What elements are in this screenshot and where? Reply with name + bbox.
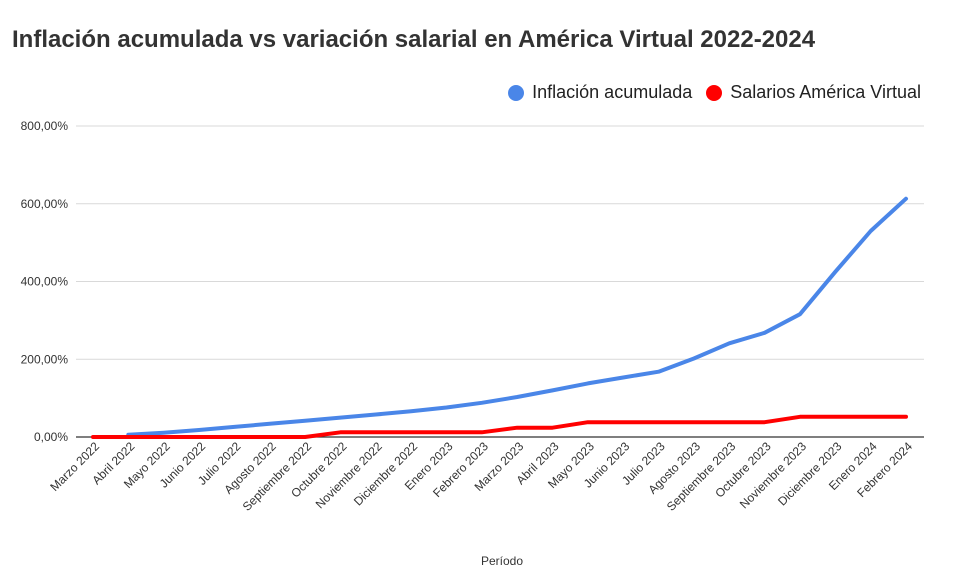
data-point-inflacion [905,198,907,200]
data-point-salarios [410,431,412,433]
data-point-salarios [127,436,129,438]
data-point-salarios [163,436,165,438]
data-point-inflacion [834,271,836,273]
data-point-inflacion [410,410,412,412]
legend: Inflación acumulada Salarios América Vir… [508,82,921,103]
series-line-inflacion [126,196,908,437]
data-point-inflacion [728,342,730,344]
data-point-inflacion [693,358,695,359]
data-point-inflacion [446,407,447,408]
data-point-salarios [693,421,695,423]
data-point-salarios [905,416,907,418]
data-point-inflacion [587,382,589,384]
data-point-inflacion [799,313,801,315]
legend-item-salarios[interactable]: Salarios América Virtual [706,82,921,103]
data-point-inflacion [658,371,660,373]
data-point-salarios [622,421,624,423]
y-tick-label: 200,00% [21,352,69,366]
data-point-inflacion [339,417,341,419]
data-point-inflacion [516,396,518,398]
data-point-inflacion [163,432,165,434]
legend-label-salarios: Salarios América Virtual [730,82,921,102]
series-line-salarios [91,414,908,439]
data-point-salarios [339,431,341,433]
data-point-salarios [198,436,200,438]
data-point-salarios [516,427,518,429]
data-point-salarios [446,431,447,433]
legend-marker-inflacion [508,84,525,101]
data-point-inflacion [375,414,377,415]
data-point-inflacion [622,377,624,378]
data-point-inflacion [269,423,271,425]
data-point-inflacion [481,402,483,404]
data-point-inflacion [764,332,766,334]
y-tick-label: 800,00% [21,119,69,133]
data-point-salarios [764,421,766,423]
x-axis-title: Período [481,554,523,568]
data-point-inflacion [233,426,235,428]
data-point-salarios [304,436,306,438]
data-point-inflacion [304,420,306,422]
data-point-inflacion [552,389,553,391]
data-point-salarios [269,436,271,438]
x-tick-label: Marzo 2022 [47,439,102,494]
y-tick-label: 600,00% [21,197,69,211]
data-point-salarios [92,436,94,438]
data-point-salarios [834,416,836,418]
legend-marker-salarios [706,84,723,101]
data-point-salarios [481,431,483,433]
data-point-salarios [587,421,589,423]
y-tick-label: 400,00% [21,275,69,289]
data-point-salarios [799,416,801,418]
legend-label-inflacion: Inflación acumulada [532,82,693,102]
data-point-salarios [233,436,235,438]
y-tick-label: 0,00% [34,430,68,444]
data-point-salarios [552,427,553,429]
data-point-inflacion [198,429,200,431]
chart-title: Inflación acumulada vs variación salaria… [12,26,816,53]
data-point-salarios [870,416,872,418]
data-point-salarios [658,421,660,423]
data-point-inflacion [870,230,872,232]
legend-item-inflacion[interactable]: Inflación acumulada [508,82,692,103]
data-point-salarios [375,431,377,433]
data-point-salarios [728,421,730,423]
data-point-inflacion [127,434,129,436]
